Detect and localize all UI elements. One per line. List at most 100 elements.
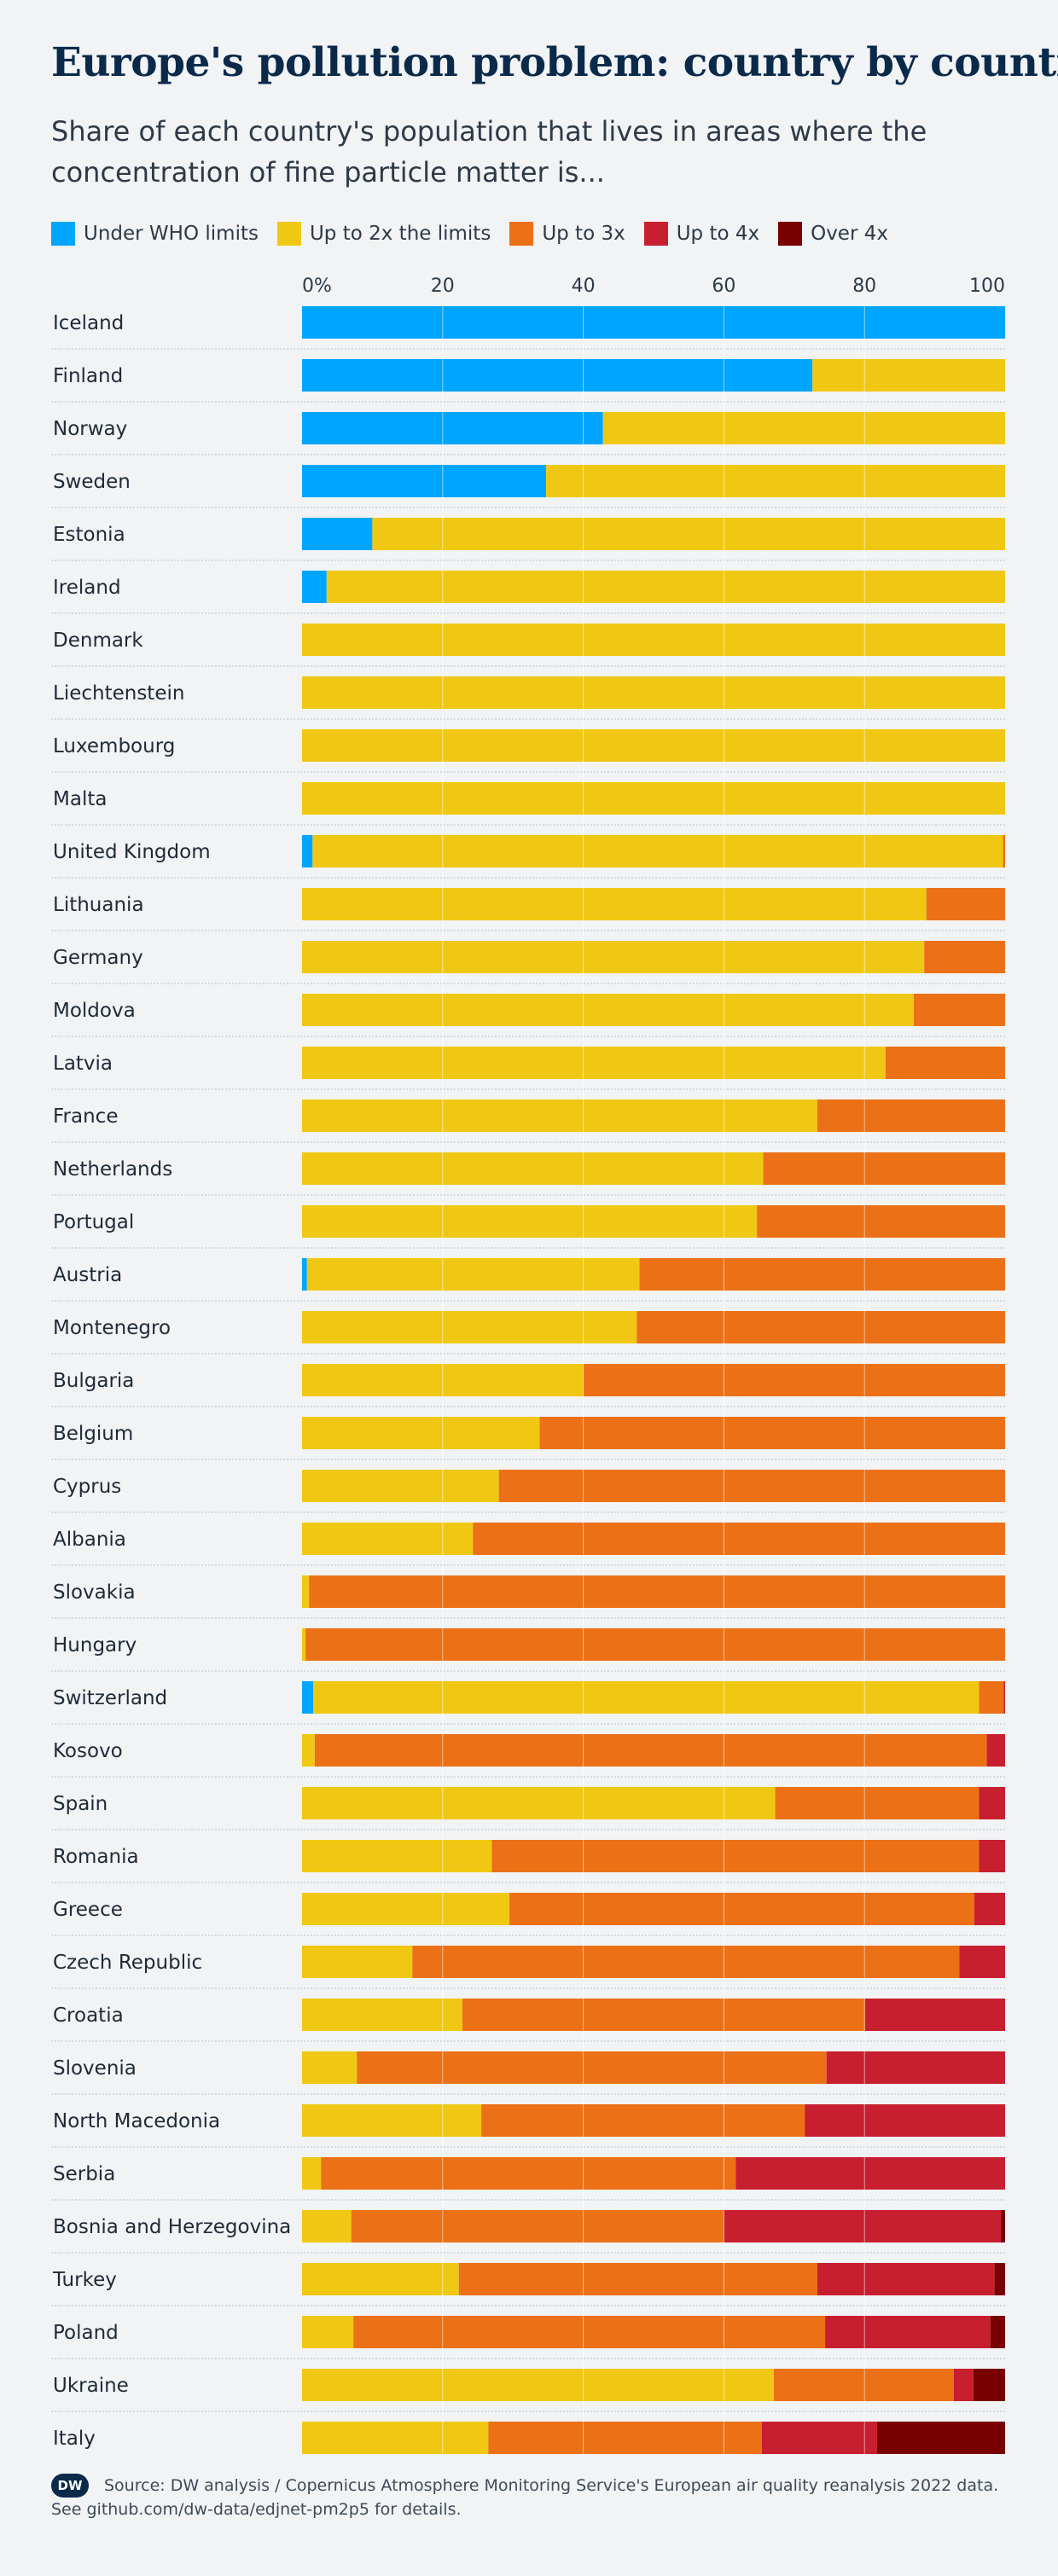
category-label-italy: Italy	[53, 2428, 96, 2450]
bar-moldova-up-to-3x	[914, 994, 1005, 1026]
bar-slovenia-up-to-2x-the-limits	[302, 2051, 357, 2084]
footer: DW Source: DW analysis / Copernicus Atmo…	[51, 2474, 1024, 2521]
category-label-estonia: Estonia	[53, 524, 125, 546]
category-label-switzerland: Switzerland	[53, 1687, 167, 1709]
bar-ukraine-up-to-2x-the-limits	[302, 2369, 774, 2401]
bar-spain-up-to-3x	[776, 1787, 980, 1819]
bar-cyprus-up-to-2x-the-limits	[302, 1470, 499, 1502]
bar-poland-up-to-3x	[353, 2316, 825, 2348]
bar-serbia-up-to-2x-the-limits	[302, 2157, 321, 2190]
bar-spain-up-to-2x-the-limits	[302, 1787, 776, 1819]
bar-hungary-up-to-2x-the-limits	[302, 1628, 305, 1661]
category-label-north-macedonia: North Macedonia	[53, 2110, 220, 2132]
bar-belgium-up-to-3x	[540, 1417, 1005, 1449]
category-label-norway: Norway	[53, 418, 127, 440]
x-tick-label-100: 100	[969, 276, 1005, 297]
bar-romania-up-to-4x	[980, 1840, 1005, 1872]
bar-croatia-up-to-2x-the-limits	[302, 1999, 462, 2031]
bar-bosnia-and-herzegovina-up-to-2x-the-limits	[302, 2210, 352, 2242]
bar-portugal-up-to-3x	[757, 1205, 1005, 1238]
x-tick-label-40: 40	[572, 276, 596, 297]
legend-swatch-up-to-2x	[277, 222, 301, 246]
category-label-cyprus: Cyprus	[53, 1476, 121, 1498]
bar-lithuania-up-to-3x	[927, 888, 1005, 920]
bar-germany-up-to-2x-the-limits	[302, 941, 924, 973]
bar-greece-up-to-4x	[974, 1893, 1005, 1925]
bar-austria-up-to-3x	[640, 1258, 1005, 1291]
category-label-croatia: Croatia	[53, 2005, 124, 2027]
bar-sweden-under-who-limits	[302, 465, 546, 497]
category-label-spain: Spain	[53, 1793, 108, 1815]
bar-turkey-over-4x	[995, 2263, 1005, 2295]
bar-slovakia-up-to-3x	[309, 1575, 1005, 1608]
source-note: Source: DW analysis / Copernicus Atmosph…	[104, 2474, 998, 2498]
x-tick-label-0: 0%	[302, 276, 332, 297]
dw-logo: DW	[51, 2474, 89, 2498]
category-label-latvia: Latvia	[53, 1053, 113, 1075]
x-tick-label-20: 20	[431, 276, 455, 297]
category-label-netherlands: Netherlands	[53, 1158, 172, 1181]
bar-poland-up-to-4x	[825, 2316, 991, 2348]
category-label-finland: Finland	[53, 365, 123, 387]
category-label-bosnia-and-herzegovina: Bosnia and Herzegovina	[53, 2216, 291, 2238]
bar-estonia-up-to-2x-the-limits	[372, 518, 1005, 550]
bar-italy-up-to-2x-the-limits	[302, 2422, 488, 2454]
bar-greece-up-to-2x-the-limits	[302, 1893, 509, 1925]
bar-united-kingdom-up-to-2x-the-limits	[312, 835, 1003, 867]
bar-romania-up-to-3x	[491, 1840, 979, 1872]
category-label-czech-republic: Czech Republic	[53, 1952, 202, 1974]
bar-italy-over-4x	[877, 2422, 1005, 2454]
legend-item-up-to-2x: Up to 2x the limits	[277, 222, 491, 246]
bar-finland-under-who-limits	[302, 359, 812, 392]
bar-sweden-up-to-2x-the-limits	[546, 465, 1005, 497]
category-label-slovakia: Slovakia	[53, 1581, 136, 1604]
bar-romania-up-to-2x-the-limits	[302, 1840, 491, 1872]
chart-subtitle: Share of each country's population that …	[51, 111, 990, 193]
bar-serbia-up-to-4x	[735, 2157, 1005, 2190]
category-label-bulgaria: Bulgaria	[53, 1370, 134, 1392]
bar-switzerland-up-to-3x	[980, 1681, 1004, 1714]
x-tick-label-80: 80	[852, 276, 876, 297]
bar-malta-up-to-2x-the-limits	[302, 782, 1005, 815]
category-label-sweden: Sweden	[53, 471, 131, 493]
category-label-ukraine: Ukraine	[53, 2375, 129, 2397]
category-label-luxembourg: Luxembourg	[53, 735, 175, 757]
bar-hungary-up-to-3x	[305, 1628, 1005, 1661]
category-label-iceland: Iceland	[53, 312, 124, 334]
legend-label-up-to-4x: Up to 4x	[677, 223, 759, 245]
bar-france-up-to-2x-the-limits	[302, 1099, 817, 1132]
bar-croatia-up-to-3x	[462, 1999, 865, 2031]
category-label-moldova: Moldova	[53, 1000, 136, 1022]
bar-bulgaria-up-to-3x	[584, 1364, 1005, 1396]
category-label-slovenia: Slovenia	[53, 2057, 137, 2080]
bar-finland-up-to-2x-the-limits	[812, 359, 1005, 392]
bar-croatia-up-to-4x	[865, 1999, 1005, 2031]
bar-luxembourg-up-to-2x-the-limits	[302, 729, 1005, 762]
bar-ireland-up-to-2x-the-limits	[327, 571, 1005, 603]
category-label-greece: Greece	[53, 1899, 123, 1921]
bar-turkey-up-to-2x-the-limits	[302, 2263, 459, 2295]
category-label-poland: Poland	[53, 2322, 119, 2344]
bar-norway-up-to-2x-the-limits	[603, 412, 1005, 444]
bar-north-macedonia-up-to-2x-the-limits	[302, 2104, 481, 2137]
bar-north-macedonia-up-to-3x	[481, 2104, 805, 2137]
legend-swatch-up-to-4x	[644, 222, 668, 246]
category-label-austria: Austria	[53, 1264, 122, 1286]
bar-czech-republic-up-to-3x	[412, 1946, 959, 1978]
legend-item-over-4x: Over 4x	[778, 222, 888, 246]
bar-netherlands-up-to-3x	[764, 1152, 1005, 1185]
category-label-portugal: Portugal	[53, 1211, 134, 1233]
bar-ukraine-up-to-4x	[954, 2369, 974, 2401]
legend-item-up-to-4x: Up to 4x	[644, 222, 759, 246]
bar-slovenia-up-to-3x	[357, 2051, 826, 2084]
bar-lithuania-up-to-2x-the-limits	[302, 888, 927, 920]
bar-bosnia-and-herzegovina-up-to-4x	[724, 2210, 1001, 2242]
legend-item-under-who: Under WHO limits	[51, 222, 259, 246]
legend: Under WHO limits Up to 2x the limits Up …	[51, 218, 907, 249]
category-label-united-kingdom: United Kingdom	[53, 841, 211, 863]
category-label-ireland: Ireland	[53, 577, 121, 599]
bar-serbia-up-to-3x	[321, 2157, 735, 2190]
bar-turkey-up-to-4x	[817, 2263, 995, 2295]
bar-united-kingdom-up-to-3x	[1003, 835, 1005, 867]
bar-montenegro-up-to-3x	[637, 1311, 1005, 1343]
